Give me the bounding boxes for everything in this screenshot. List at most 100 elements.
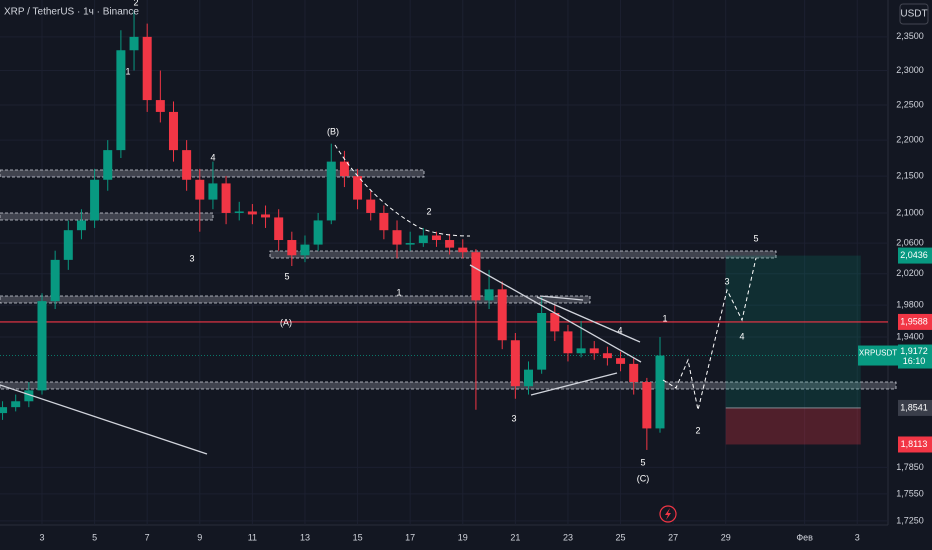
candle-body [208,183,218,200]
x-tick-label: 23 [563,532,573,542]
symbol-tag [858,345,898,366]
candle-body [629,363,639,383]
y-tick-label: 1,7550 [896,488,924,498]
candle-body [616,358,626,364]
price-tag-label: 2,0436 [900,250,928,260]
x-tick-label: 17 [405,532,415,542]
candle-body [589,348,599,354]
alert-bolt [665,508,671,520]
y-tick-label: 1,9400 [896,331,924,341]
wave-label: 3 [511,413,516,423]
candle-body [182,150,192,180]
candle-body [524,369,534,387]
profit-zone [725,255,861,408]
candle-body [576,348,586,354]
candle-body [326,161,336,221]
y-tick-label: 2,1000 [896,207,924,217]
alert-icon[interactable] [659,505,677,523]
candle-body [129,36,139,51]
wave-label: 1 [396,287,401,297]
y-tick-label: 2,0600 [896,237,924,247]
candles [0,10,665,450]
candle-body [76,220,86,231]
grid [0,0,888,525]
candle-body [484,289,494,301]
candle-body [392,230,402,245]
y-tick-label: 2,2500 [896,99,924,109]
wave-label: (B) [327,126,339,136]
x-tick-label: Фев [796,532,813,542]
zones [0,169,897,445]
drawings [0,144,757,455]
candle-body [497,289,507,341]
curve-line [334,144,471,237]
candle-body [405,243,415,245]
candle-body [550,312,560,332]
y-tick-label: 2,2000 [896,135,924,145]
candle-body [366,199,376,213]
candle-body [300,244,310,256]
y-tick-label: 1,9800 [896,299,924,309]
x-tick-label: 7 [145,532,150,542]
candle-body [247,211,257,215]
countdown: 16:10 [903,356,926,366]
candle-body [602,353,612,359]
price-tag-label: 1,8541 [900,402,928,412]
candle-body [116,50,126,151]
y-tick-label: 2,1500 [896,170,924,180]
x-tick-label: 15 [353,532,363,542]
candle-body [155,100,165,112]
candle-body [37,301,47,391]
x-tick-label: 29 [721,532,731,542]
candle-body [445,240,455,248]
y-tick-label: 2,0200 [896,268,924,278]
price-tag-label: 1,9588 [900,316,928,326]
currency[interactable]: USDT [900,9,927,20]
wave-label: 4 [739,331,744,341]
candle-body [563,331,573,354]
candle-body [274,217,284,241]
candle-body [655,355,665,429]
support-zone [0,381,897,390]
wave-label: 5 [753,233,758,243]
loss-zone [725,407,861,445]
candle-body [142,36,152,101]
trend-line [530,372,618,396]
price-tag [898,313,932,330]
wave-label: 5 [284,271,289,281]
wave-label: 2 [695,425,700,435]
x-tick-label: 25 [616,532,626,542]
candle-body [339,161,349,177]
y-tick-label: 1,7850 [896,462,924,472]
wave-label: 3 [724,276,729,286]
candle-body [537,312,547,370]
candle-body [379,212,389,231]
candle-body [0,407,8,414]
price-tag [898,399,932,416]
labels: 3 5 7 9 11 13 15 17 19 21 23 25 27 29 Фев 32,35002,3000… [39,0,932,542]
x-tick-label: 21 [510,532,520,542]
x-tick-label: 3 [855,532,860,542]
y-tick-label: 1,7250 [896,515,924,525]
symbol-name: XRPUSDT [859,349,897,358]
wave-label: 2 [133,0,138,7]
candle-body [471,252,481,301]
support-zone [0,169,425,178]
price-tag-label: 1,8113 [901,439,928,449]
price-tag-label: 1,9172 [900,346,928,356]
trend-line [0,384,208,455]
wave-label: (C) [637,473,650,483]
candle-body [168,111,178,151]
candle-body [431,235,441,241]
y-tick-label: 2,3500 [896,31,924,41]
wave-label: 4 [210,152,215,162]
currency-box[interactable] [899,3,929,25]
support-zone [269,250,777,259]
candle-body [24,390,34,402]
forecast-path [662,257,757,411]
candle-body [50,259,60,302]
trend-line [539,295,584,301]
wave-label: 2 [426,206,431,216]
candle-body [221,183,231,213]
